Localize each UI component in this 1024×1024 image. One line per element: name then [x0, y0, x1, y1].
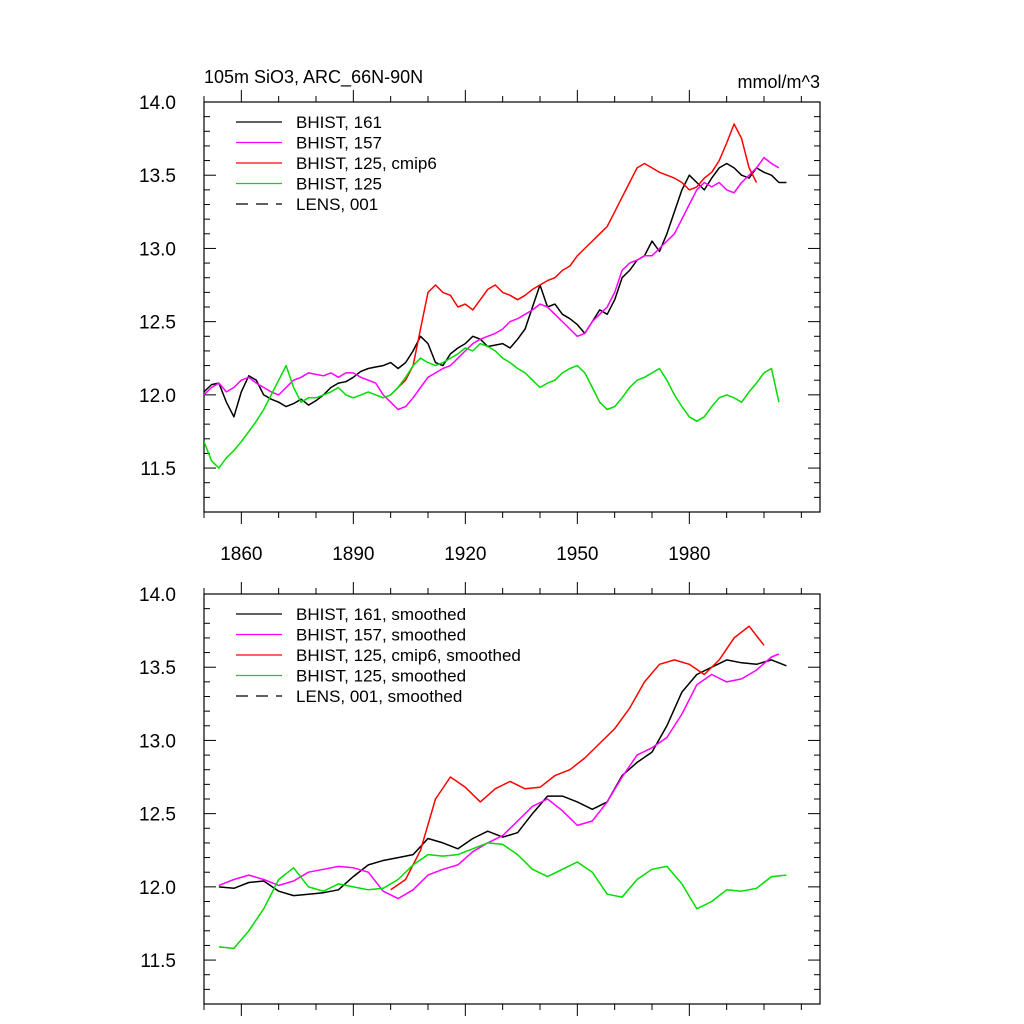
legend-label: BHIST, 161: [296, 113, 382, 132]
x-tick-label: 1980: [668, 544, 710, 565]
y-tick-label: 14.0: [139, 585, 176, 606]
legend-label: BHIST, 157: [296, 134, 382, 153]
series-line-bhist-161-smoothed: [218, 659, 787, 897]
legend: BHIST, 161, smoothed BHIST, 157, smoothed…: [236, 605, 521, 706]
y-tick-label: 12.5: [139, 313, 176, 334]
y-tick-label: 13.0: [139, 239, 176, 260]
y-tick-label: 12.5: [139, 805, 176, 826]
series-line-bhist-125-cmip6: [390, 123, 758, 396]
top-panel: 11.5 12.0 12.5 13.0 13.5 14.0 1860 1890 1920 1950…: [139, 90, 821, 565]
series-line-bhist-157: [204, 156, 780, 411]
x-tick-label: 1950: [556, 544, 598, 565]
x-tick-label: 1890: [332, 544, 374, 565]
legend-label: BHIST, 125, smoothed: [296, 667, 466, 686]
panel-title: 105m SiO3, ARC_66N-90N: [204, 67, 423, 88]
legend-label: BHIST, 157, smoothed: [296, 626, 466, 645]
units-label: mmol/m^3: [738, 72, 820, 92]
series-line-bhist-125-cmip6-smoothed: [390, 625, 765, 891]
legend-label: BHIST, 161, smoothed: [296, 605, 466, 624]
y-tick-label: 14.0: [139, 93, 176, 114]
y-tick-label: 13.0: [139, 731, 176, 752]
bottom-panel: 11.5 12.0 12.5 13.0 13.5 14.0 BHIST, 161, smoo…: [139, 582, 821, 1016]
y-tick-label: 12.0: [139, 386, 176, 407]
y-tick-label: 13.5: [139, 658, 176, 679]
legend-label: BHIST, 125, cmip6: [296, 154, 437, 173]
series-line-bhist-125: [204, 342, 780, 469]
legend-label: BHIST, 125, cmip6, smoothed: [296, 646, 521, 665]
legend-label: LENS, 001, smoothed: [296, 687, 462, 706]
y-tick-label: 11.5: [140, 459, 176, 480]
x-tick-label: 1920: [444, 544, 486, 565]
series-line-bhist-125-smoothed: [218, 842, 787, 950]
y-tick-label: 12.0: [139, 878, 176, 899]
legend-label: BHIST, 125: [296, 175, 382, 194]
y-tick-label: 13.5: [139, 166, 176, 187]
series-line-bhist-161: [204, 162, 787, 418]
y-tick-label: 11.5: [140, 951, 176, 972]
x-tick-label: 1860: [220, 544, 262, 565]
legend-label: LENS, 001: [296, 195, 378, 214]
series-line-bhist-157-smoothed: [218, 653, 780, 900]
